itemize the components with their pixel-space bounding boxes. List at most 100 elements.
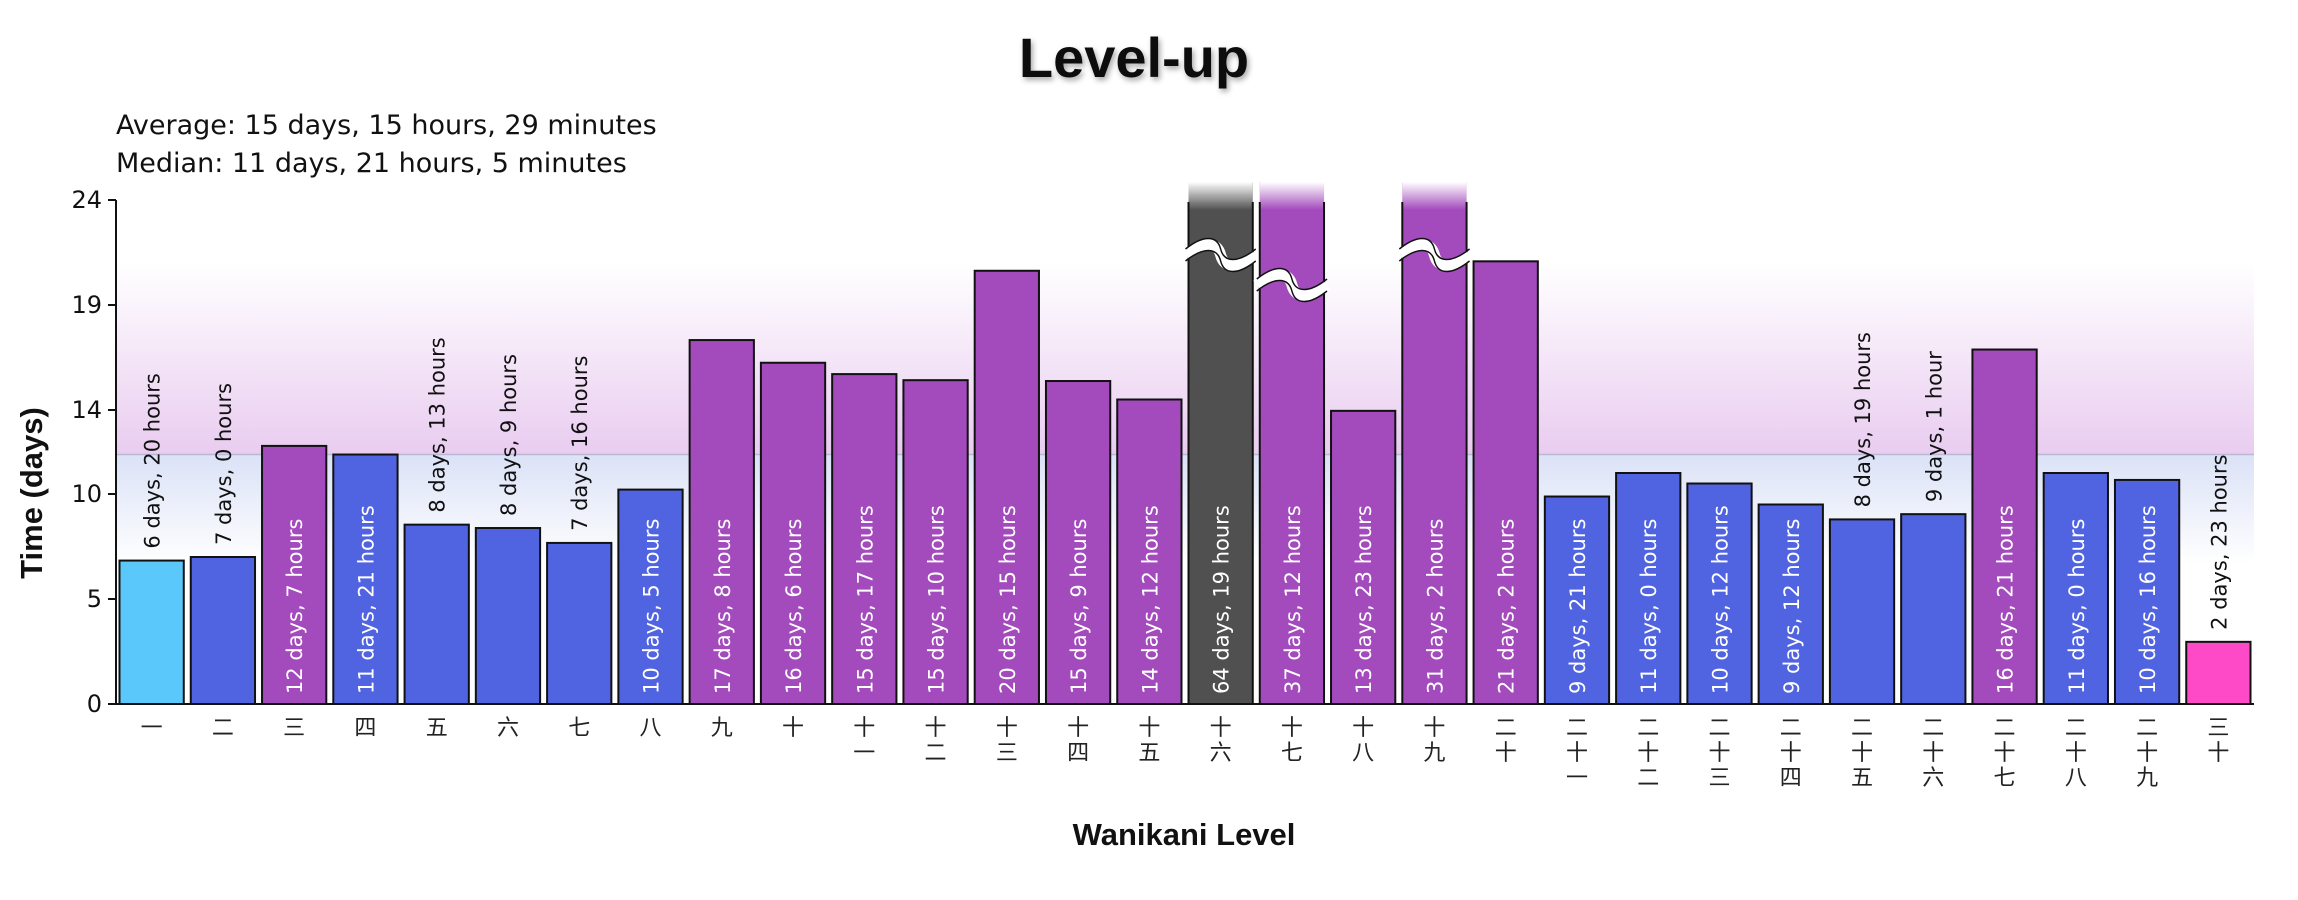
axis-break-mark <box>1395 239 1473 271</box>
bar <box>902 379 969 705</box>
x-tick-label: 六 <box>1922 766 1944 791</box>
x-tick-label: 五 <box>426 716 448 741</box>
bar-group: 9 days, 1 hour <box>1900 351 1967 705</box>
bar-group: 8 days, 13 hours <box>403 337 470 705</box>
x-tick-label: 二 <box>1780 716 1802 741</box>
bar <box>1757 503 1824 705</box>
x-tick-label: 八 <box>1352 741 1374 766</box>
x-tick-label: 十 <box>1780 741 1802 766</box>
bar-value-label: 15 days, 9 hours <box>1067 519 1091 694</box>
median-stat: Median: 11 days, 21 hours, 5 minutes <box>116 148 627 179</box>
bar <box>546 541 613 705</box>
x-tick-label: 七 <box>1994 766 2016 791</box>
bar <box>1472 260 1539 705</box>
bar-group: 64 days, 19 hours <box>1182 182 1260 704</box>
bar-group: 16 days, 6 hours <box>759 361 827 705</box>
x-tick-label: 二 <box>1708 716 1730 741</box>
bar <box>189 556 257 705</box>
x-tick-label: 十 <box>996 716 1018 741</box>
bar <box>1828 518 1896 705</box>
bar-group: 21 days, 2 hours <box>1472 260 1539 705</box>
y-axis-title: Time (days) <box>14 407 49 579</box>
bar-value-label: 8 days, 19 hours <box>1851 332 1875 507</box>
x-tick-label: 六 <box>1210 741 1232 766</box>
bar-group: 15 days, 9 hours <box>1044 380 1112 705</box>
bar-group: 10 days, 5 hours <box>617 488 684 705</box>
x-tick-label: 五 <box>1851 766 1873 791</box>
bar-value-label: 11 days, 0 hours <box>1637 519 1661 694</box>
bar <box>688 339 755 705</box>
x-axis-title: Wanikani Level <box>1073 817 1296 852</box>
bar-value-label: 16 days, 21 hours <box>1994 505 2018 694</box>
x-tick-label: 十 <box>1637 741 1659 766</box>
axis-break-mark <box>1182 239 1260 271</box>
x-tick-label: 十 <box>782 716 804 741</box>
y-tick-label: 5 <box>87 585 102 613</box>
bar-value-label: 64 days, 19 hours <box>1210 505 1234 694</box>
x-tick-label: 三 <box>283 716 305 741</box>
y-tick-label: 24 <box>71 186 102 214</box>
y-tick-label: 19 <box>71 291 102 319</box>
x-tick-label: 二 <box>2065 716 2087 741</box>
x-tick-label: 十 <box>2207 741 2229 766</box>
bar-value-label: 11 days, 21 hours <box>354 505 378 694</box>
bar-group: 9 days, 12 hours <box>1757 503 1824 705</box>
bar-group: 14 days, 12 hours <box>1116 398 1183 705</box>
bar <box>118 559 185 705</box>
bar-group: 8 days, 9 hours <box>474 354 542 706</box>
average-median-bands <box>116 264 2254 564</box>
x-tick-label: 十 <box>1138 716 1160 741</box>
x-tick-label: 二 <box>1637 766 1659 791</box>
x-tick-label: 五 <box>1138 741 1160 766</box>
bar-value-label: 37 days, 12 hours <box>1281 505 1305 694</box>
x-tick-label: 四 <box>1780 766 1802 791</box>
bar <box>1971 348 2038 705</box>
bar-value-label: 31 days, 2 hours <box>1423 519 1447 694</box>
x-tick-label: 二 <box>1495 716 1517 741</box>
bar-value-label: 7 days, 0 hours <box>212 383 236 545</box>
y-tick-label: 10 <box>71 480 102 508</box>
x-tick-label: 三 <box>2207 716 2229 741</box>
bar-value-label: 2 days, 23 hours <box>2207 454 2231 629</box>
bar-group: 11 days, 21 hours <box>332 453 399 705</box>
y-tick-label: 0 <box>87 690 102 718</box>
x-tick-label: 七 <box>568 716 590 741</box>
bar-value-label: 9 days, 12 hours <box>1780 519 1804 694</box>
x-tick-label: 二 <box>925 741 947 766</box>
bar <box>1330 409 1397 705</box>
bar-value-label: 10 days, 5 hours <box>640 519 664 694</box>
bar <box>1543 495 1611 705</box>
bar-value-label: 21 days, 2 hours <box>1495 519 1519 694</box>
x-tick-label: 十 <box>1067 716 1089 741</box>
bar-group: 31 days, 2 hours <box>1395 182 1473 704</box>
bar-value-label: 13 days, 23 hours <box>1352 505 1376 694</box>
bar <box>2185 640 2252 706</box>
bar-value-label: 16 days, 6 hours <box>782 519 806 694</box>
bar <box>2042 472 2109 705</box>
bar-value-label: 17 days, 8 hours <box>711 519 735 694</box>
bar-fade <box>1259 182 1325 210</box>
x-tick-label: 九 <box>711 716 733 741</box>
bar <box>1686 482 1753 705</box>
x-tick-label: 二 <box>1566 716 1588 741</box>
bar-value-label: 15 days, 17 hours <box>853 505 877 694</box>
bar-group: 2 days, 23 hours <box>2185 454 2252 706</box>
x-tick-label: 十 <box>1495 741 1517 766</box>
bar-group: 20 days, 15 hours <box>973 269 1040 705</box>
x-tick-label: 十 <box>1210 716 1232 741</box>
x-tick-label: 十 <box>1423 716 1445 741</box>
x-tick-label: 六 <box>497 716 519 741</box>
x-tick-label: 八 <box>2065 766 2087 791</box>
bar-fade <box>1188 182 1253 210</box>
bar-value-label: 14 days, 12 hours <box>1138 505 1162 694</box>
bar-group: 17 days, 8 hours <box>688 339 755 705</box>
bar <box>2113 478 2181 705</box>
bar <box>1044 380 1112 705</box>
average-stat: Average: 15 days, 15 hours, 29 minutes <box>116 110 657 141</box>
bar-group: 12 days, 7 hours <box>261 444 328 705</box>
slow-band <box>116 264 2254 455</box>
x-tick-label: 十 <box>1708 741 1730 766</box>
x-tick-label: 十 <box>925 716 947 741</box>
bar-value-label: 11 days, 0 hours <box>2065 519 2089 694</box>
